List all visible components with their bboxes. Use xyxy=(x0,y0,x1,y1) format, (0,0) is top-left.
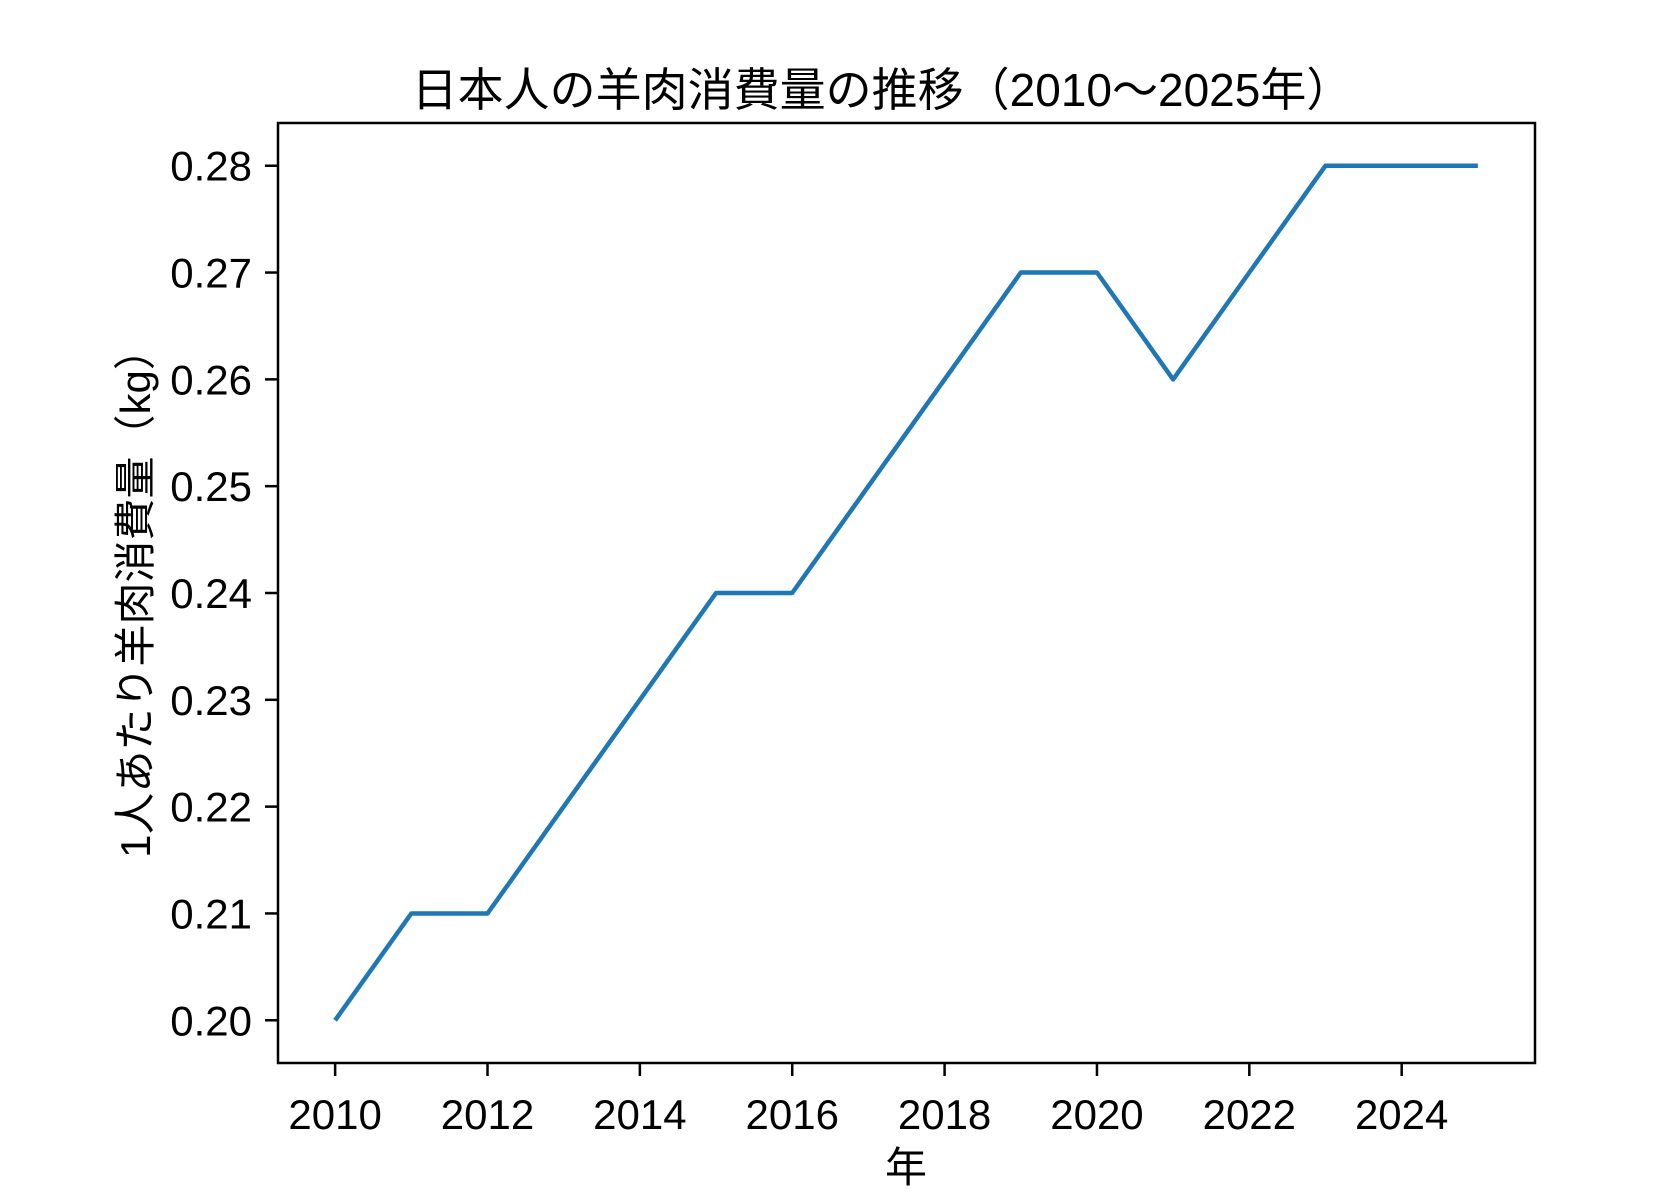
y-tick-label: 0.20 xyxy=(170,997,252,1044)
x-axis-label: 年 xyxy=(885,1144,927,1191)
x-tick-label: 2024 xyxy=(1355,1091,1448,1138)
x-tick-label: 2016 xyxy=(746,1091,839,1138)
x-tick-label: 2012 xyxy=(441,1091,534,1138)
chart-title: 日本人の羊肉消費量の推移（2010～2025年） xyxy=(412,64,1353,116)
y-tick-label: 0.25 xyxy=(170,463,252,510)
y-tick-label: 0.22 xyxy=(170,784,252,831)
consumption-line xyxy=(333,163,1478,1022)
plot-area-border xyxy=(276,121,1537,1065)
y-tick-label: 0.28 xyxy=(170,143,252,190)
series-layer xyxy=(333,163,1478,1022)
x-tick-label: 2020 xyxy=(1050,1091,1143,1138)
x-tick-label: 2014 xyxy=(593,1091,686,1138)
x-tick-label: 2010 xyxy=(288,1091,381,1138)
y-tick-label: 0.27 xyxy=(170,250,252,297)
y-tick-label: 0.23 xyxy=(170,677,252,724)
x-tick-label: 2022 xyxy=(1203,1091,1296,1138)
y-tick-label: 0.21 xyxy=(170,890,252,937)
axes-layer: 2010 2012 2014 2016 2018 2020 2022 2024 0.20 0.21… xyxy=(170,121,1537,1138)
y-axis-label: 1人あたり羊肉消費量（kg） xyxy=(112,328,159,858)
y-tick-label: 0.26 xyxy=(170,356,252,403)
y-tick-label: 0.24 xyxy=(170,570,252,617)
x-tick-label: 2018 xyxy=(898,1091,991,1138)
